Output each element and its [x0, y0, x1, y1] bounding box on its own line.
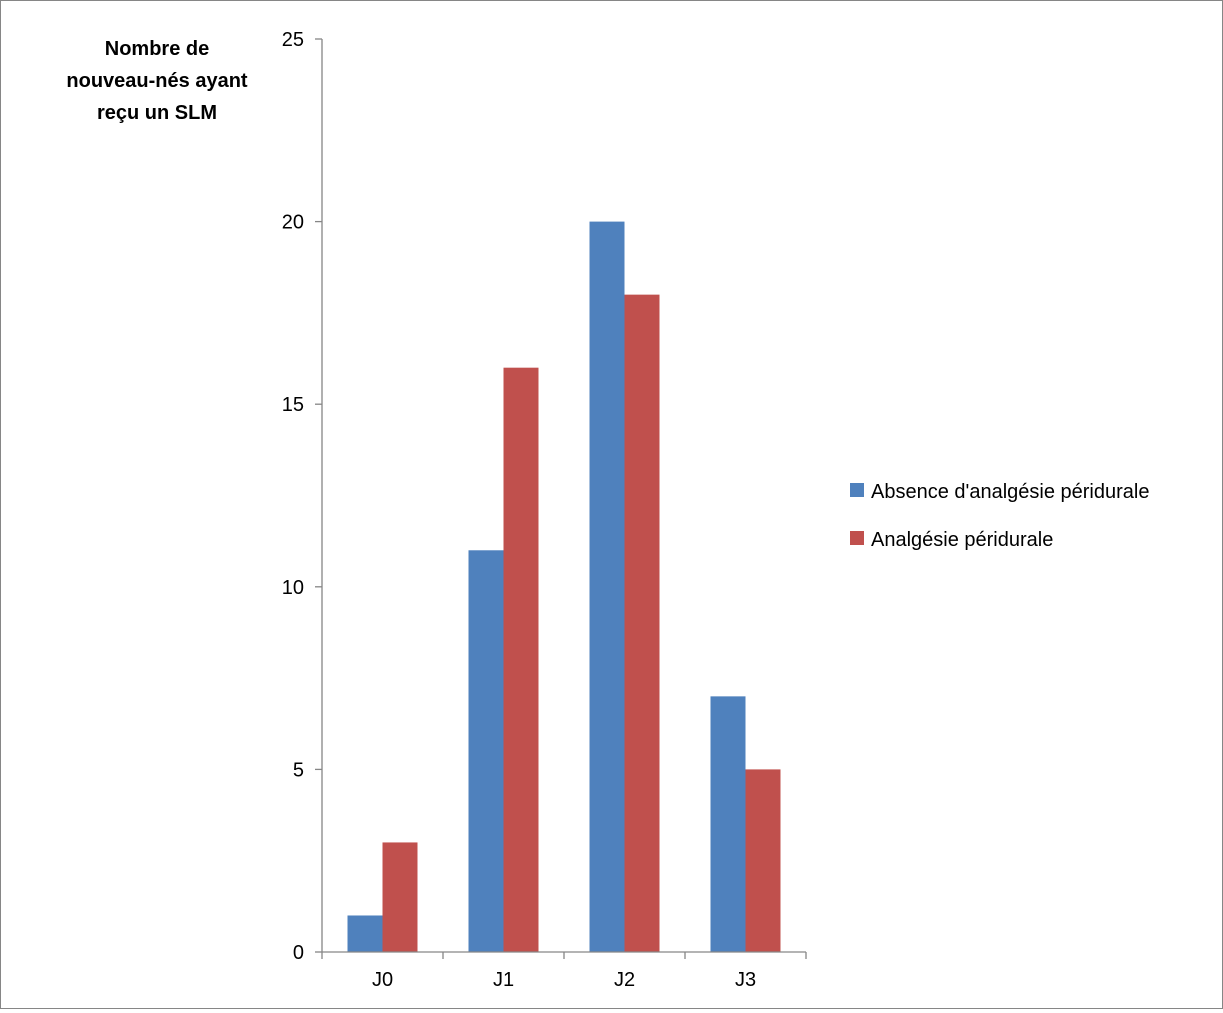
x-tick-label-j1: J1 [493, 969, 514, 991]
x-tick-label-j2: J2 [614, 969, 635, 991]
y-axis-label-line-3: reçu un SLM [97, 102, 217, 124]
legend-label-series-1: Absence d'analgésie péridurale [871, 481, 1149, 503]
y-axis-label-line-1: Nombre de [105, 38, 209, 60]
bar-j1-series-2 [503, 367, 539, 952]
y-tick-label-0: 0 [293, 942, 304, 964]
y-axis-label: Nombre de nouveau-nés ayant reçu un SLM [66, 38, 248, 124]
x-tick-label-j0: J0 [372, 969, 393, 991]
y-tick-label-20: 20 [282, 212, 304, 234]
y-tick-label-10: 10 [282, 577, 304, 599]
y-tick-label-5: 5 [293, 759, 304, 781]
bar-j0-series-2 [382, 842, 418, 952]
x-ticks: J0 J1 J2 J3 [321, 952, 807, 991]
bar-j2-series-2 [624, 294, 660, 952]
bar-j0-series-1 [347, 915, 383, 952]
legend-swatch-series-1 [850, 483, 864, 497]
bar-j2-series-1 [589, 221, 625, 953]
bar-j3-series-2 [745, 769, 781, 952]
legend-swatch-series-2 [850, 531, 864, 545]
y-ticks: 0 5 10 15 20 25 [282, 29, 322, 964]
y-tick-label-15: 15 [282, 394, 304, 416]
x-tick-label-j3: J3 [735, 969, 756, 991]
y-tick-label-25: 25 [282, 29, 304, 51]
bars-layer [347, 221, 781, 953]
legend: Absence d'analgésie péridurale Analgésie … [850, 481, 1149, 551]
bar-j3-series-1 [710, 696, 746, 952]
y-axis-label-line-2: nouveau-nés ayant [66, 70, 248, 92]
legend-label-series-2: Analgésie péridurale [871, 529, 1053, 551]
bar-j1-series-1 [468, 550, 504, 952]
